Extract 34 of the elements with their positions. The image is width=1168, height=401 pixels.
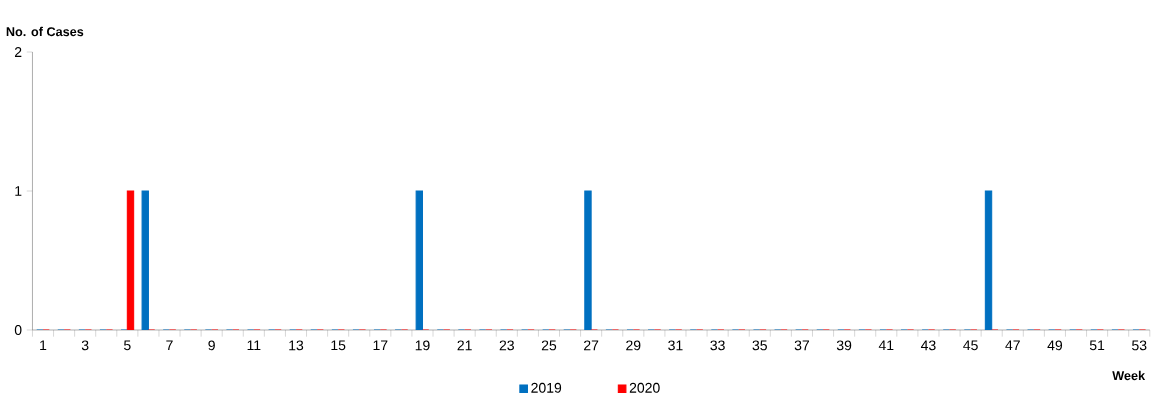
- x-axis-title: Week: [1112, 370, 1146, 381]
- y-tick-label: 0: [14, 325, 22, 335]
- x-tick-label: 5: [124, 340, 131, 351]
- x-tick-label: 27: [584, 340, 599, 351]
- x-tick-label: 13: [289, 340, 304, 351]
- x-tick-label: 39: [836, 340, 852, 351]
- x-tick-label: 19: [415, 340, 430, 351]
- x-tick-label: 49: [1047, 340, 1063, 351]
- x-tick-label: 15: [331, 340, 346, 351]
- x-tick-label: 3: [81, 340, 89, 351]
- x-tick-label: 11: [247, 340, 261, 351]
- x-tick-label: 47: [1005, 340, 1020, 351]
- x-tick-label: 41: [878, 340, 894, 351]
- x-tick-label: 35: [752, 340, 767, 351]
- x-tick-label: 7: [166, 340, 173, 351]
- y-tick-label: 1: [15, 186, 22, 196]
- x-tick-label: 45: [963, 340, 978, 351]
- x-tick-label: 1: [40, 340, 47, 351]
- x-tick-label: 37: [794, 340, 810, 351]
- legend-label: 2019: [531, 382, 562, 393]
- x-tick-label: 25: [541, 340, 557, 351]
- x-tick-label: 51: [1089, 340, 1105, 351]
- x-tick-label: 53: [1132, 340, 1147, 351]
- y-axis-title: No. of Cases: [6, 26, 84, 37]
- x-tick-label: 29: [626, 340, 641, 351]
- y-tick-label: 2: [14, 47, 22, 57]
- x-tick-label: 23: [499, 340, 514, 351]
- legend-label: 2020: [629, 382, 660, 393]
- x-tick-label: 33: [710, 340, 725, 351]
- x-tick-label: 31: [668, 340, 683, 351]
- x-tick-label: 9: [208, 340, 215, 351]
- x-tick-label: 43: [920, 340, 936, 351]
- x-tick-label: 17: [373, 340, 388, 351]
- x-tick-label: 21: [457, 340, 472, 351]
